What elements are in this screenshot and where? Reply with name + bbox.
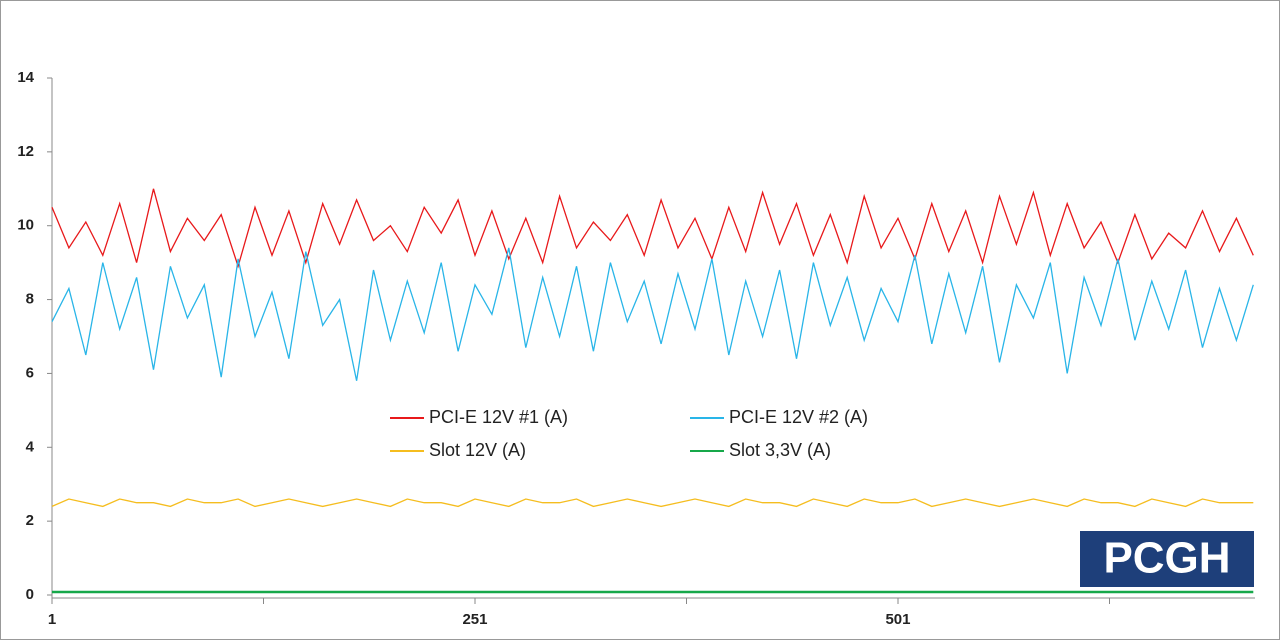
y-tick-label: 10 [17, 217, 34, 234]
legend-entry: Slot 12V (A) [390, 440, 526, 460]
x-tick-label: 501 [885, 611, 910, 628]
series-line [51, 247, 1254, 381]
y-tick-label: 6 [26, 364, 34, 381]
legend-entry: Slot 3,3V (A) [690, 440, 831, 460]
legend-label: PCI-E 12V #1 (A) [429, 407, 568, 427]
series-line [51, 498, 1254, 508]
x-tick-label: 1 [48, 611, 56, 628]
logo-text: PCGH [1103, 534, 1230, 583]
y-tick-label: 12 [17, 143, 34, 160]
legend-entry: PCI-E 12V #2 (A) [690, 407, 868, 427]
logo-box [1080, 531, 1254, 587]
legend-label: Slot 12V (A) [429, 440, 526, 460]
x-tick-label: 251 [462, 611, 487, 628]
y-tick-label: 2 [26, 512, 34, 529]
series-line [51, 188, 1254, 269]
legend-label: Slot 3,3V (A) [729, 440, 831, 460]
y-tick-label: 4 [26, 438, 35, 455]
legend-label: PCI-E 12V #2 (A) [729, 407, 868, 427]
y-tick-label: 0 [26, 586, 34, 603]
y-tick-label: 14 [17, 69, 34, 86]
legend-entry: PCI-E 12V #1 (A) [390, 407, 568, 427]
y-tick-label: 8 [26, 291, 34, 308]
